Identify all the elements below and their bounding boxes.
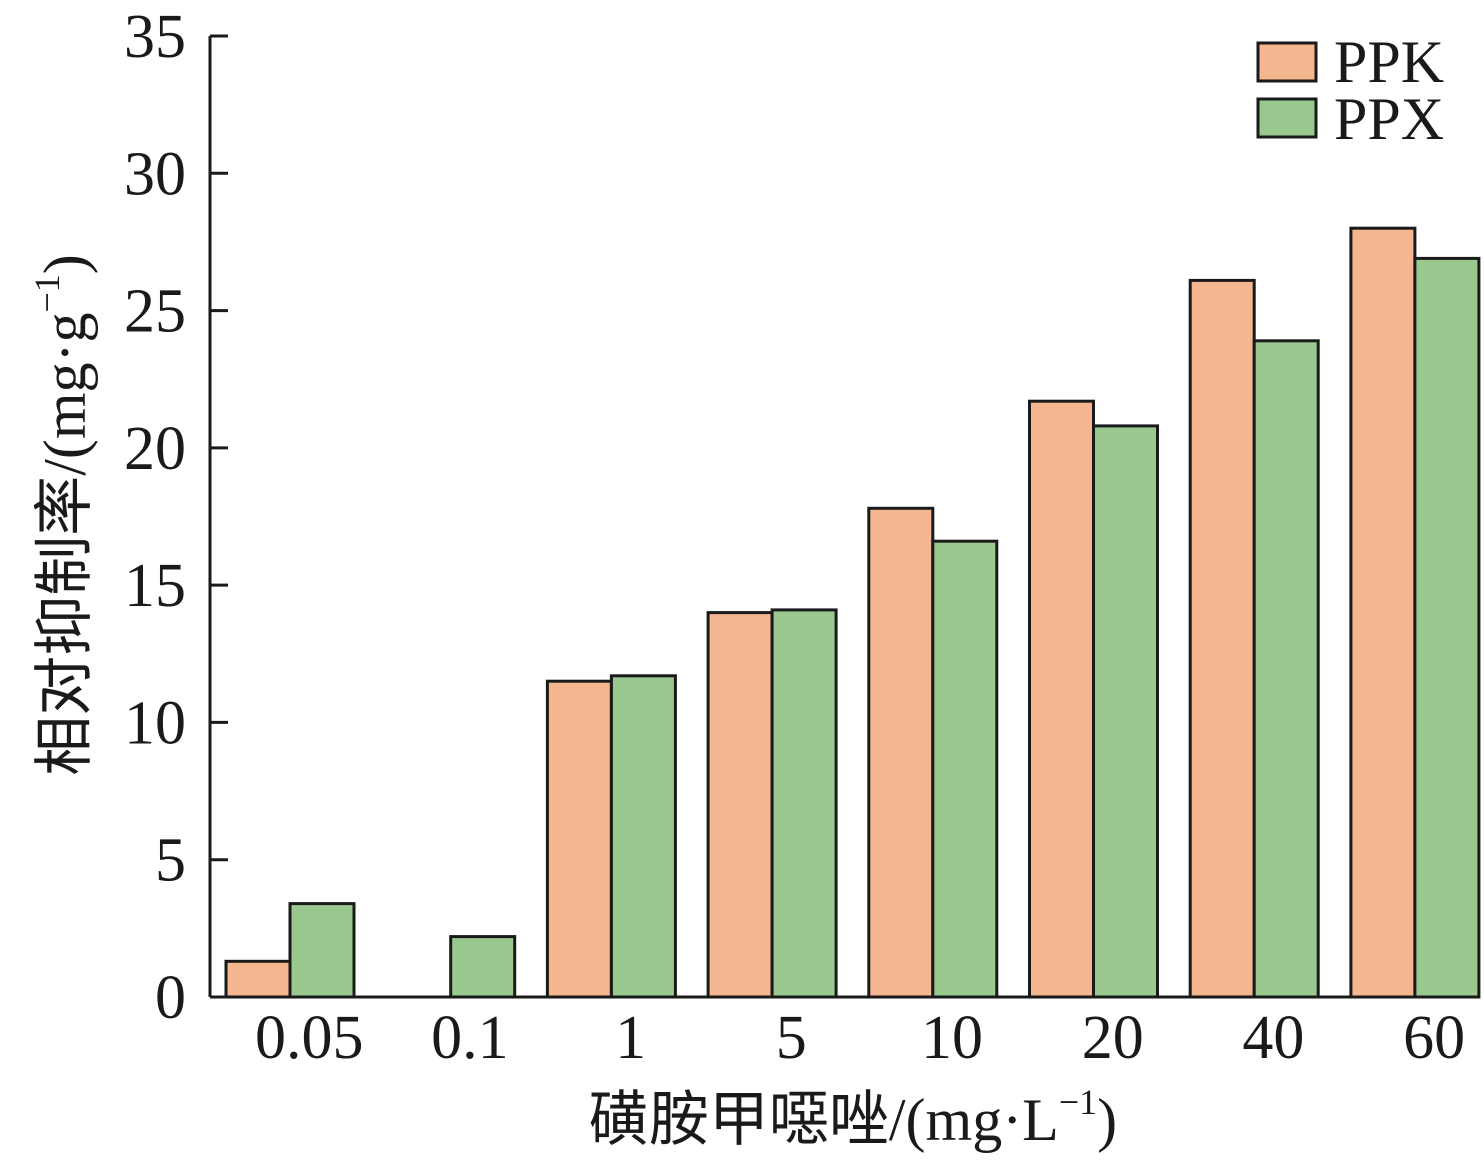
legend-label-ppk: PPK [1334,29,1444,95]
x-tick-label: 20 [1082,1004,1144,1072]
bar-ppx-60 [1413,256,1481,999]
bar-ppk-0.05 [224,959,292,999]
bar-ppx-10 [931,539,999,999]
x-tick-label: 60 [1403,1004,1465,1072]
y-tick-label: 30 [124,140,186,208]
y-axis-title-sup: −1 [27,274,67,312]
y-axis-title-main: 相对抑制率/(mg·g [32,312,98,775]
bar-ppk-5 [706,611,774,999]
x-tick-label: 0.1 [431,1004,509,1072]
y-tick-label: 10 [124,689,186,757]
axes-layer [208,34,1480,999]
x-tick-label: 40 [1242,1004,1304,1072]
bar-ppx-0.05 [288,902,356,999]
bar-ppk-1 [545,679,613,999]
legend-label-ppx: PPX [1334,86,1444,152]
bar-ppk-10 [867,506,935,999]
legend: PPK PPX [1256,29,1444,152]
y-axis-title: 相对抑制率/(mg·g−1) [27,254,98,776]
y-tick-label: 35 [124,3,186,71]
x-axis-title-main: 磺胺甲噁唑/(mg·L [589,1087,1059,1153]
bar-ppx-40 [1252,339,1320,999]
y-tick-label: 5 [155,827,186,895]
x-tick-label: 0.05 [255,1004,364,1072]
bar-ppk-40 [1188,278,1256,999]
bar-ppx-20 [1092,424,1159,999]
y-tick-label: 20 [124,415,186,483]
y-tick-label: 15 [124,552,186,620]
bar-ppx-5 [770,608,838,999]
legend-swatch-ppx [1256,97,1318,139]
y-tick-label: 25 [124,278,186,346]
bars-layer [224,226,1481,999]
bar-ppx-0.1 [449,935,517,999]
y-tick-label: 0 [155,964,186,1032]
legend-swatch-ppk [1256,41,1318,83]
x-tick-label: 10 [921,1004,983,1072]
bar-ppk-20 [1028,399,1095,999]
x-tick-label: 5 [776,1004,807,1072]
x-tick-label: 1 [615,1004,646,1072]
x-axis-title-sup: −1 [1059,1082,1097,1122]
x-axis-title: 磺胺甲噁唑/(mg·L−1) [589,1082,1117,1153]
bar-ppx-1 [609,674,677,999]
x-axis-title-close: ) [1097,1087,1117,1153]
y-axis-title-close: ) [32,254,98,274]
bar-ppk-60 [1349,226,1417,999]
